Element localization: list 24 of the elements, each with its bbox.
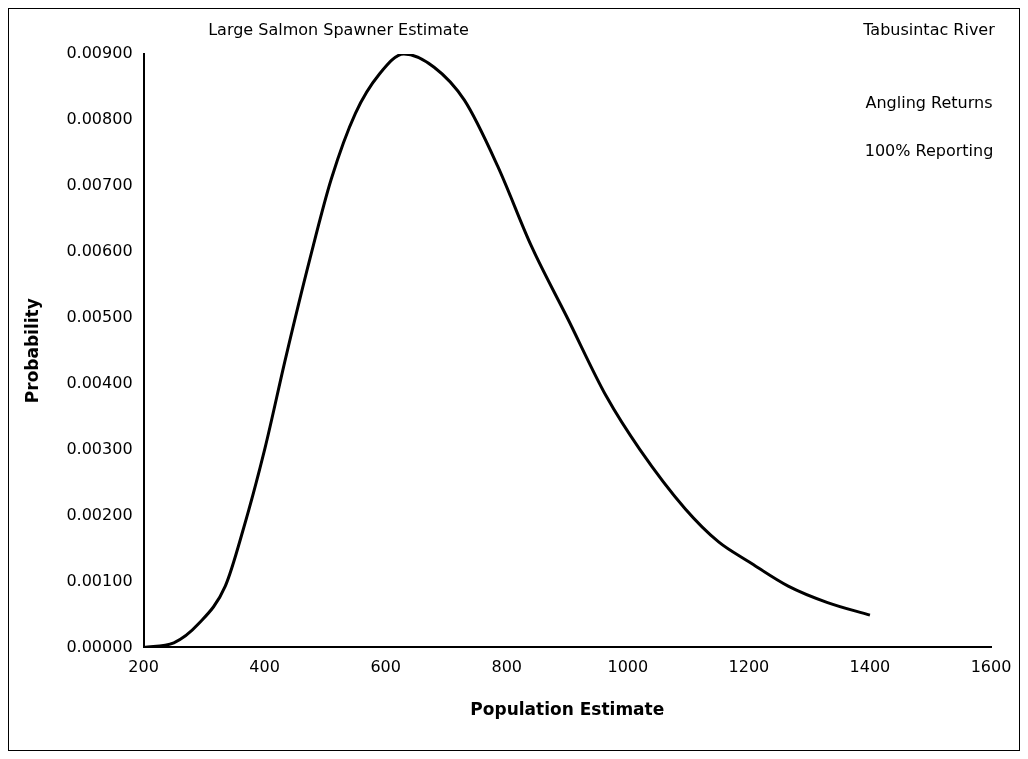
y-tick-label: 0.00100 <box>66 570 133 590</box>
y-tick-label: 0.00300 <box>66 438 133 458</box>
y-tick-label: 0.00800 <box>66 109 133 129</box>
annotation: Angling Returns <box>865 93 993 113</box>
x-tick-label: 200 <box>128 657 159 677</box>
y-axis-title: Probability <box>21 298 42 404</box>
x-tick-label: 1000 <box>607 657 649 677</box>
y-tick-label: 0.00000 <box>66 636 133 656</box>
chart-title: Large Salmon Spawner Estimate <box>208 20 469 40</box>
x-tick-label: 400 <box>249 657 280 677</box>
x-tick-label: 1400 <box>849 657 891 677</box>
x-tick-label: 1600 <box>970 657 1012 677</box>
x-axis-title: Population Estimate <box>470 699 665 720</box>
y-tick-label: 0.00500 <box>66 306 133 326</box>
text: Tabusintac River <box>862 20 996 40</box>
x-tick-label: 1200 <box>728 657 770 677</box>
y-tick-label: 0.00400 <box>66 372 133 392</box>
annotation: 100% Reporting <box>864 141 994 161</box>
x-tick-label: 600 <box>370 657 401 677</box>
x-tick-label: 800 <box>491 657 523 677</box>
y-tick-label: 0.00900 <box>66 43 133 63</box>
y-tick-label: 0.00700 <box>66 175 133 195</box>
y-tick-label: 0.00200 <box>66 504 133 524</box>
y-tick-label: 0.00600 <box>66 240 133 260</box>
